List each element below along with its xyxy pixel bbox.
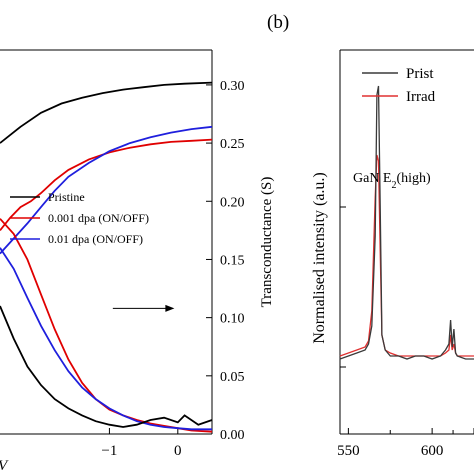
legend-label-pristine: Pristine [48, 190, 85, 204]
right-panel: (b) 5506006 Prist Irrad GaN E2(high) Nor… [267, 12, 474, 459]
left-x-tick-label: 0 [174, 443, 182, 459]
right-legend: Prist Irrad [362, 66, 436, 105]
right-series-line-0 [339, 154, 474, 357]
left-y2-tick-label: 0.20 [220, 195, 245, 210]
right-series-line-1 [339, 85, 474, 360]
raman-peak-annotation: GaN E2(high) [353, 171, 431, 191]
left-series-line-4 [0, 247, 212, 431]
right-series [339, 85, 474, 360]
left-y2-tick-label: 0.30 [220, 79, 245, 94]
right-y-axis-label: Normalised intensity (a.u.) [311, 172, 328, 344]
arrow-head [165, 304, 175, 312]
right-x-tick-label: 550 [337, 443, 360, 459]
left-x-tick-label: −1 [101, 443, 117, 459]
right-legend-label-irrad: Irrad [406, 89, 436, 105]
legend-label-001: 0.001 dpa (ON/OFF) [48, 211, 149, 225]
panel-label-b: (b) [267, 12, 289, 33]
legend-label-01: 0.01 dpa (ON/OFF) [48, 232, 143, 246]
left-panel: 0.00 0.05 0.10 0.15 0.20 0.25 0.30 −1 0 Pristine… [0, 49, 275, 474]
left-y2-tick-label: 0.10 [220, 312, 245, 327]
left-series-line-5 [0, 305, 213, 428]
left-y2-tick-label: 0.15 [220, 253, 245, 268]
left-series-line-2 [0, 125, 213, 255]
left-x-axis-label: V [0, 458, 9, 474]
left-ticks: 0.00 0.05 0.10 0.15 0.20 0.25 0.30 −1 0 [101, 79, 244, 459]
left-series-line-3 [0, 218, 213, 433]
right-ticks: 5506006 [337, 428, 474, 459]
left-annotation-arrow [112, 304, 175, 312]
left-y2-tick-label: 0.05 [220, 370, 245, 385]
left-series-line-1 [0, 138, 213, 231]
legend: Pristine 0.001 dpa (ON/OFF) 0.01 dpa (ON… [10, 190, 149, 246]
left-y2-tick-label: 0.00 [220, 428, 245, 443]
left-y2-tick-label: 0.25 [220, 137, 245, 152]
right-x-tick-label: 600 [421, 443, 444, 459]
left-series [0, 81, 213, 433]
right-legend-label-prist: Prist [406, 66, 434, 82]
left-y2-axis-label: Transconductance (S) [259, 177, 275, 308]
left-series-line-0 [0, 81, 213, 144]
